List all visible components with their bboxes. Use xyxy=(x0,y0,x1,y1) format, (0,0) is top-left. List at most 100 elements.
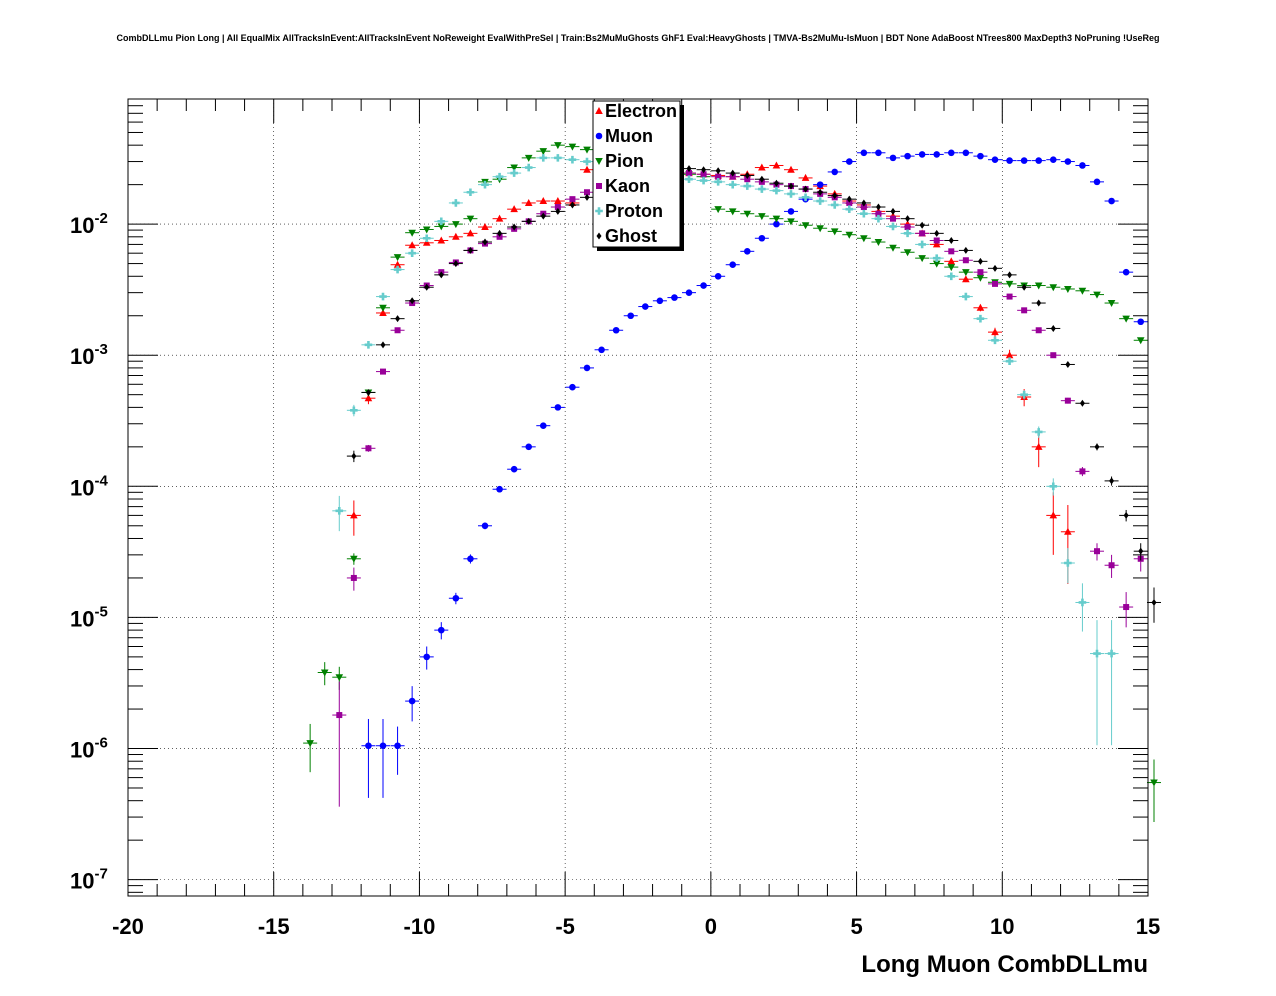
data-point-marker xyxy=(816,197,824,205)
data-point-marker xyxy=(729,173,736,180)
data-point-marker xyxy=(700,282,707,289)
data-point-marker xyxy=(496,485,503,493)
data-point-marker xyxy=(336,712,343,719)
data-point-marker xyxy=(584,189,590,196)
data-point-marker xyxy=(641,303,649,310)
data-point-marker xyxy=(1151,598,1157,606)
data-point-marker xyxy=(452,199,460,207)
data-point-marker xyxy=(1034,428,1043,436)
data-point-marker xyxy=(596,232,602,240)
data-point-marker xyxy=(1107,300,1116,308)
data-point-marker xyxy=(422,238,431,246)
axis-ticks xyxy=(127,98,1149,896)
data-point-marker xyxy=(539,148,548,156)
data-point-marker xyxy=(510,205,518,213)
data-point-marker xyxy=(845,158,853,165)
data-point-marker xyxy=(408,241,416,249)
series-pion xyxy=(303,142,1161,823)
data-point-marker xyxy=(948,236,954,244)
data-point-marker xyxy=(568,155,577,164)
data-point-marker xyxy=(890,207,896,215)
data-point-marker xyxy=(306,740,314,748)
data-point-marker xyxy=(1136,337,1145,345)
data-point-marker xyxy=(686,170,692,177)
data-point-marker xyxy=(1109,477,1115,485)
data-point-marker xyxy=(816,225,824,233)
x-tick-label: -5 xyxy=(555,914,575,939)
data-point-marker xyxy=(861,199,867,207)
data-point-marker xyxy=(437,223,446,231)
data-point-marker xyxy=(758,163,766,171)
data-point-marker xyxy=(466,188,475,197)
data-point-marker xyxy=(948,248,955,255)
data-point-marker xyxy=(393,265,402,274)
data-point-marker xyxy=(540,212,546,220)
data-point-marker xyxy=(1107,649,1116,658)
data-point-marker xyxy=(817,188,823,196)
data-point-marker xyxy=(830,228,839,236)
data-point-marker xyxy=(569,383,576,391)
data-point-marker xyxy=(467,246,473,254)
data-point-marker xyxy=(393,260,402,268)
y-tick-labels: 10-2 10-3 10-4 10-5 10-6 10-7 xyxy=(70,210,108,894)
data-point-marker xyxy=(875,203,881,211)
data-point-marker xyxy=(1034,282,1043,290)
data-point-marker xyxy=(787,190,795,198)
data-point-marker xyxy=(524,163,533,172)
data-point-marker xyxy=(379,304,387,312)
data-point-marker xyxy=(481,522,489,530)
data-point-marker xyxy=(963,246,969,254)
data-point-marker xyxy=(511,223,517,231)
data-point-marker xyxy=(495,172,504,181)
data-point-marker xyxy=(932,254,941,262)
data-point-marker xyxy=(860,149,868,157)
data-point-marker xyxy=(1021,307,1028,314)
series-layer xyxy=(303,142,1161,823)
data-point-marker xyxy=(380,368,386,375)
data-point-marker xyxy=(525,443,533,451)
data-point-marker xyxy=(671,294,678,301)
data-point-marker xyxy=(1079,399,1085,407)
data-point-marker xyxy=(889,154,897,162)
data-point-marker xyxy=(743,248,751,255)
data-point-marker xyxy=(1005,280,1014,288)
data-point-marker xyxy=(685,175,693,184)
data-point-marker xyxy=(335,674,344,682)
x-tick-label: -10 xyxy=(404,914,436,939)
data-point-marker xyxy=(934,229,940,237)
data-point-marker xyxy=(1005,351,1014,359)
data-point-marker xyxy=(714,272,722,280)
data-point-marker xyxy=(801,193,810,202)
data-point-marker xyxy=(394,327,401,334)
data-point-marker xyxy=(423,653,431,661)
data-point-marker xyxy=(539,154,548,162)
data-point-marker xyxy=(1064,285,1072,293)
data-point-marker xyxy=(627,312,635,320)
legend-label-ghost: Ghost xyxy=(605,226,657,246)
data-point-marker xyxy=(554,142,562,150)
data-point-marker xyxy=(437,626,445,634)
data-point-marker xyxy=(744,176,751,183)
data-point-marker xyxy=(1049,511,1058,519)
x-tick-label: -15 xyxy=(258,914,290,939)
data-point-marker xyxy=(482,238,488,246)
data-point-marker xyxy=(424,283,430,291)
data-point-marker xyxy=(875,210,882,217)
data-point-marker xyxy=(947,149,955,157)
data-point-marker xyxy=(977,269,984,276)
data-point-marker xyxy=(1123,511,1129,519)
data-point-marker xyxy=(524,154,533,162)
data-point-marker xyxy=(728,208,737,216)
data-point-marker xyxy=(1049,284,1058,292)
data-point-marker xyxy=(495,214,504,222)
data-point-marker xyxy=(904,152,911,160)
data-point-marker xyxy=(773,220,780,228)
data-point-marker xyxy=(918,151,926,158)
data-point-marker xyxy=(1049,156,1057,163)
data-point-marker xyxy=(1093,291,1101,299)
data-point-marker xyxy=(1094,548,1100,555)
data-point-marker xyxy=(554,204,561,211)
data-point-marker xyxy=(699,176,708,185)
data-point-marker xyxy=(977,257,983,265)
data-point-marker xyxy=(408,229,416,237)
